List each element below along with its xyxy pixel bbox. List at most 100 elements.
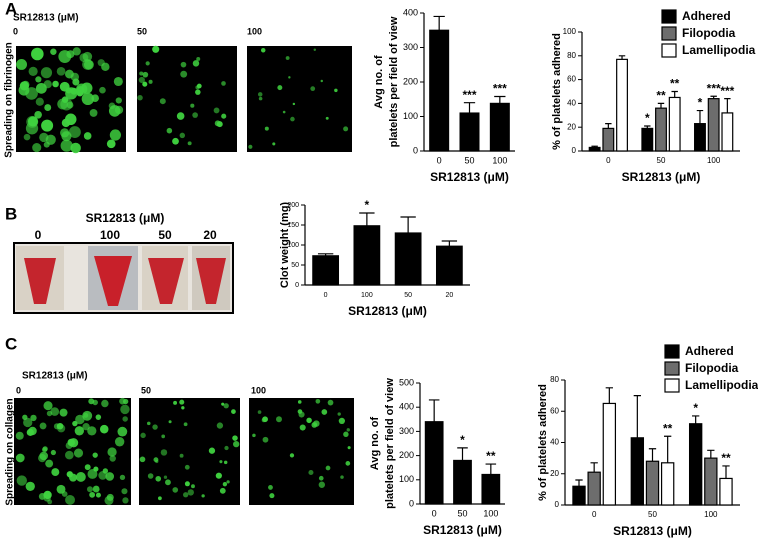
platelet-spot xyxy=(105,472,115,481)
y-tick-label: 0 xyxy=(409,498,414,508)
platelet-spot xyxy=(318,481,326,488)
platelet-spot xyxy=(222,482,228,487)
y-tick-label: 300 xyxy=(399,426,414,436)
y-tick-label: 500 xyxy=(399,377,414,387)
error-bar xyxy=(724,98,731,113)
platelet-spot xyxy=(325,465,331,471)
panel-letter: C xyxy=(5,334,17,353)
platelet-spot xyxy=(258,96,263,101)
platelet-spot xyxy=(269,493,275,499)
x-axis-label: SR12813 (μM) xyxy=(613,524,692,538)
platelet-spot xyxy=(83,132,92,140)
significance-label: ** xyxy=(656,89,666,103)
error-bar xyxy=(428,399,440,422)
platelet-spot xyxy=(345,461,351,466)
platelet-spot xyxy=(56,66,66,76)
platelet-spot xyxy=(60,98,73,111)
platelet-spot xyxy=(23,417,33,428)
platelet-spot xyxy=(183,422,188,427)
platelet-spot xyxy=(347,446,351,450)
y-tick-label: 0 xyxy=(413,145,418,155)
error-bar xyxy=(710,95,717,99)
platelet-spot xyxy=(315,398,321,404)
platelet-spot xyxy=(221,113,227,119)
platelet-spot xyxy=(82,59,93,70)
y-axis-label: platelets per field of view xyxy=(384,378,396,509)
legend-label: Filopodia xyxy=(682,26,736,40)
platelet-spot xyxy=(163,475,168,479)
platelet-spot xyxy=(106,139,116,149)
y-tick-label: 40 xyxy=(550,438,559,447)
error-bar xyxy=(494,95,506,104)
x-tick-label: 100 xyxy=(704,510,718,519)
platelet-spot xyxy=(282,110,286,114)
platelet-spot xyxy=(106,493,114,501)
platelet-spot xyxy=(87,426,97,436)
error-bar xyxy=(644,125,651,129)
platelet-spot xyxy=(159,98,166,105)
platelet-spot xyxy=(41,447,48,453)
platelet-spot xyxy=(140,432,146,439)
legend-swatch xyxy=(661,9,677,24)
platelet-spot xyxy=(73,448,84,458)
platelet-spot xyxy=(28,66,38,76)
bar xyxy=(660,462,675,506)
platelet-spot xyxy=(219,460,223,464)
platelet-spot xyxy=(320,79,324,83)
bar xyxy=(721,112,734,152)
platelet-spot xyxy=(152,45,160,53)
bar xyxy=(489,102,510,152)
platelet-spot xyxy=(139,456,146,463)
platelet-spot xyxy=(148,79,153,84)
y-tick-label: 150 xyxy=(287,222,299,229)
platelet-spot xyxy=(39,422,47,430)
platelet-spot xyxy=(285,56,290,60)
platelet-spot xyxy=(268,485,273,490)
bar xyxy=(602,127,615,152)
platelet-spot xyxy=(313,420,320,427)
y-tick-label: 20 xyxy=(567,122,576,131)
platelet-spot xyxy=(142,81,148,87)
platelet-spot xyxy=(180,61,187,68)
platelet-spot xyxy=(257,410,262,414)
x-tick-label: 100 xyxy=(492,155,507,165)
micrograph xyxy=(139,398,240,505)
bar xyxy=(641,127,654,152)
bar xyxy=(481,473,501,505)
platelet-spot xyxy=(146,421,151,426)
significance-label: * xyxy=(693,401,698,415)
error-bar xyxy=(692,415,700,424)
platelet-spot xyxy=(327,399,334,406)
platelet-spot xyxy=(64,113,77,126)
x-tick-label: 50 xyxy=(457,508,467,518)
y-tick-label: 200 xyxy=(399,450,414,460)
bar xyxy=(453,459,472,505)
platelet-spot xyxy=(35,76,42,83)
legend-swatch xyxy=(664,344,680,359)
y-tick-label: 80 xyxy=(550,375,559,384)
platelet-spot xyxy=(89,108,98,117)
image-side-label: Spreading on fibrinogen xyxy=(4,42,15,158)
platelet-spot xyxy=(30,414,37,422)
platelet-spot xyxy=(16,58,28,70)
platelet-spot xyxy=(75,471,86,482)
y-tick-label: 100 xyxy=(399,474,414,484)
platelet-spot xyxy=(101,399,109,408)
image-label: 50 xyxy=(141,385,151,395)
platelet-spot xyxy=(16,475,27,486)
y-tick-label: 20 xyxy=(550,469,559,478)
platelet-spot xyxy=(28,426,37,436)
significance-label: ** xyxy=(721,451,731,465)
error-bar xyxy=(722,465,730,479)
bar xyxy=(312,255,340,286)
y-axis-label: Avg no. of xyxy=(369,416,381,470)
platelet-spot xyxy=(184,481,190,487)
legend-swatch xyxy=(664,361,680,376)
error-bar xyxy=(317,253,334,256)
clot-tubes xyxy=(16,246,230,310)
platelet-spot xyxy=(219,487,226,494)
platelet-spot xyxy=(23,133,31,141)
platelet-spot xyxy=(81,92,95,106)
error-bar xyxy=(633,395,641,438)
